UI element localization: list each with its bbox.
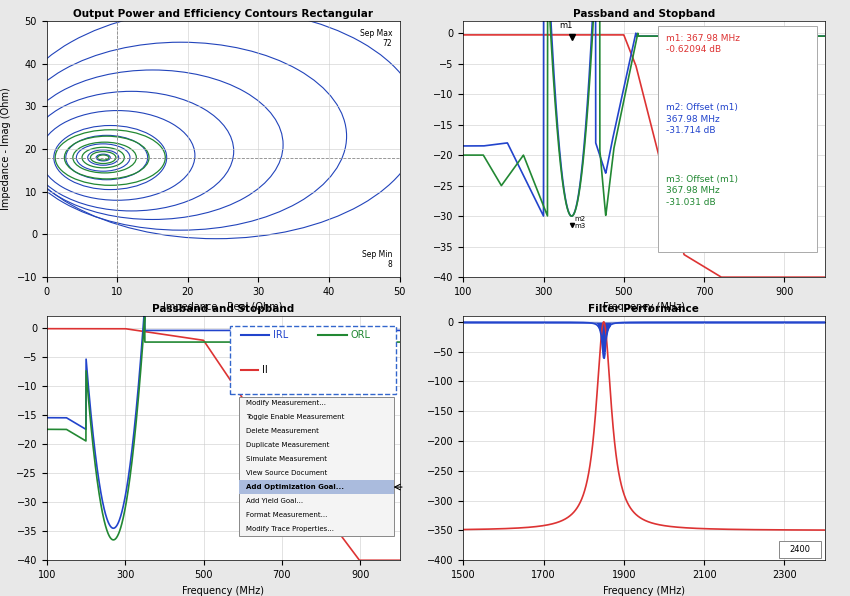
Text: Format Measurement...: Format Measurement... <box>246 512 327 518</box>
Text: Delete Measurement: Delete Measurement <box>246 429 319 434</box>
Text: II: II <box>262 365 268 375</box>
FancyBboxPatch shape <box>239 480 394 494</box>
FancyBboxPatch shape <box>239 396 394 536</box>
FancyBboxPatch shape <box>230 325 396 394</box>
Title: Filter Performance: Filter Performance <box>588 304 700 313</box>
X-axis label: Frequency (MHz): Frequency (MHz) <box>603 585 685 595</box>
X-axis label: Frequency (MHz): Frequency (MHz) <box>182 585 264 595</box>
Text: m3: Offset (m1)
367.98 MHz
-31.031 dB: m3: Offset (m1) 367.98 MHz -31.031 dB <box>666 175 738 207</box>
X-axis label: Impedance - Real (Ohm): Impedance - Real (Ohm) <box>163 302 283 312</box>
Text: m1: m1 <box>559 21 572 30</box>
Text: Modify Trace Properties...: Modify Trace Properties... <box>246 526 334 532</box>
Text: m1: 367.98 MHz
-0.62094 dB: m1: 367.98 MHz -0.62094 dB <box>666 33 740 54</box>
Y-axis label: Impedance - Imag (Ohm): Impedance - Imag (Ohm) <box>1 88 11 210</box>
Text: Simulate Measurement: Simulate Measurement <box>246 456 327 462</box>
Title: Passband and Stopband: Passband and Stopband <box>152 304 294 313</box>
Text: IRL: IRL <box>273 330 288 340</box>
Text: Sep Max
72: Sep Max 72 <box>360 29 393 48</box>
Text: Toggle Enable Measurement: Toggle Enable Measurement <box>246 414 344 420</box>
Text: Modify Measurement...: Modify Measurement... <box>246 401 326 406</box>
FancyBboxPatch shape <box>779 541 821 558</box>
X-axis label: Frequency (MHz): Frequency (MHz) <box>603 302 685 312</box>
FancyBboxPatch shape <box>658 26 817 252</box>
Text: m2: Offset (m1)
367.98 MHz
-31.714 dB: m2: Offset (m1) 367.98 MHz -31.714 dB <box>666 103 738 135</box>
Text: Sep Min
8: Sep Min 8 <box>362 250 393 269</box>
Text: Add Optimization Goal...: Add Optimization Goal... <box>246 484 344 490</box>
Text: ORL: ORL <box>350 330 370 340</box>
Text: Add Yield Goal...: Add Yield Goal... <box>246 498 303 504</box>
Title: Passband and Stopband: Passband and Stopband <box>573 9 715 18</box>
Text: m2
m3: m2 m3 <box>575 216 586 229</box>
Text: View Source Document: View Source Document <box>246 470 327 476</box>
Text: Duplicate Measurement: Duplicate Measurement <box>246 442 330 448</box>
Text: 2400: 2400 <box>790 545 810 554</box>
Title: Output Power and Efficiency Contours Rectangular: Output Power and Efficiency Contours Rec… <box>73 9 373 18</box>
